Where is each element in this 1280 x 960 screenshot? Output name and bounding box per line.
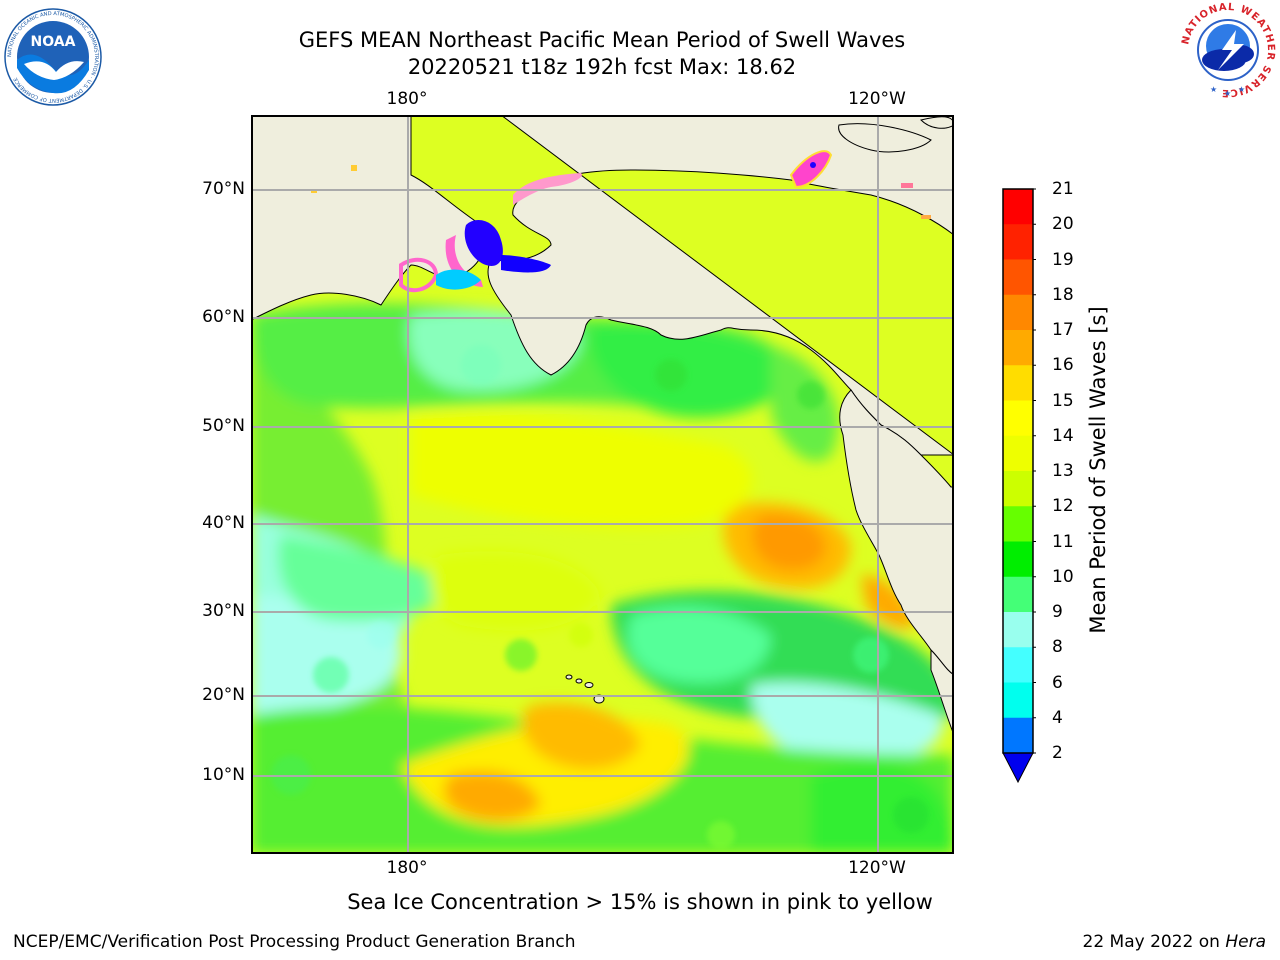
colorbar-segment [1003,717,1033,754]
map-border [251,115,954,854]
colorbar-segment [1003,576,1033,613]
lat-label-60n: 60°N [202,307,245,327]
colorbar-tick-label: 4 [1052,707,1063,728]
footer-date-text: 22 May 2022 on [1082,932,1220,952]
noaa-logo: NATIONAL OCEANIC AND ATMOSPHERIC ADMINIS… [4,8,102,106]
colorbar-segment [1003,612,1033,648]
colorbar-tick-label: 18 [1052,284,1074,305]
colorbar-tick-label: 11 [1052,531,1074,552]
colorbar-segment [1003,365,1033,401]
sea-ice [311,150,931,293]
colorbar-tick-label: 10 [1052,566,1074,587]
colorbar [1002,188,1036,784]
land [251,115,954,736]
svg-text:★: ★ [1238,85,1245,94]
colorbar-tick-label: 6 [1052,672,1063,693]
colorbar-segment [1003,471,1033,507]
colorbar-tick-label: 14 [1052,425,1074,446]
lat-label-30n: 30°N [202,601,245,621]
lat-label-40n: 40°N [202,513,245,533]
colorbar-tick-label: 17 [1052,320,1074,340]
bottom-lon-label-120w: 120°W [848,858,906,878]
colorbar-segment [1003,294,1033,331]
nws-logo: NATIONAL WEATHER SERVICE ★ ★ ★ [1180,2,1275,98]
sea-ice-note: Sea Ice Concentration > 15% is shown in … [347,890,933,914]
colorbar-tick-label: 9 [1052,602,1063,622]
colorbar-tick-label: 20 [1052,214,1074,235]
svg-text:★: ★ [1210,85,1217,94]
colorbar-tick-label: 21 [1052,179,1074,199]
swell-texture [271,345,929,849]
swell-field [251,303,954,854]
colorbar-tick-label: 16 [1052,355,1074,376]
top-lon-label-120w: 120°W [848,89,906,109]
colorbar-tick-label: 15 [1052,390,1074,411]
colorbar-tick-label: 19 [1052,249,1074,270]
lat-label-10n: 10°N [202,765,245,785]
colorbar-segment [1003,541,1033,578]
colorbar-segment [1003,259,1033,296]
noaa-text: NOAA [31,34,76,50]
colorbar-segment [1003,224,1033,260]
colorbar-segment [1003,189,1033,225]
top-lon-label-180: 180° [386,89,428,109]
map-plot [251,115,954,854]
colorbar-segment [1003,647,1033,683]
chart-subtitle: 20220521 t18z 192h fcst Max: 18.62 [407,55,797,79]
colorbar-label: Mean Period of Swell Waves [s] [1086,306,1110,634]
lat-label-50n: 50°N [202,416,245,436]
footer-credit: NCEP/EMC/Verification Post Processing Pr… [13,932,576,952]
colorbar-tick-label: 13 [1052,461,1074,481]
colorbar-tick-label: 8 [1052,637,1063,658]
colorbar-tick-label: 12 [1052,496,1074,517]
colorbar-segment [1003,330,1033,366]
footer-date: 22 May 2022 on Hera [1083,932,1267,952]
graticule [251,115,954,854]
chart-title: GEFS MEAN Northeast Pacific Mean Period … [298,28,906,52]
colorbar-tick-label: 2 [1052,743,1063,763]
svg-text:★: ★ [1224,89,1231,98]
footer-machine: Hera [1225,932,1266,952]
colorbar-segment [1003,682,1033,719]
colorbar-segment [1003,435,1033,472]
colorbar-segment [1003,506,1033,542]
colorbar-segment [1003,400,1033,437]
lat-label-70n: 70°N [202,179,245,199]
colorbar-under-arrow [1002,752,1034,784]
bottom-lon-label-180: 180° [386,858,428,878]
lat-label-20n: 20°N [202,685,245,705]
